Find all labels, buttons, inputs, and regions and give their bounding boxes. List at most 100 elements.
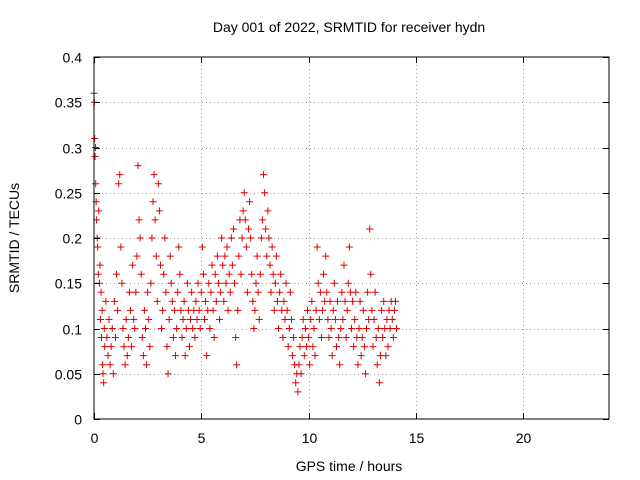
data-point [268, 243, 276, 251]
data-point [307, 315, 315, 323]
data-point [114, 306, 122, 314]
x-tick-labels: 0 5 10 15 20 [91, 430, 532, 446]
data-point [378, 306, 386, 314]
data-point [140, 306, 148, 314]
data-point [161, 234, 169, 242]
data-point [203, 352, 211, 360]
data-point [316, 288, 324, 296]
data-point [209, 306, 217, 314]
data-point [217, 288, 225, 296]
data-point [334, 297, 342, 305]
data-point [229, 225, 237, 233]
data-point [163, 343, 171, 351]
data-point [172, 352, 180, 360]
data-point [243, 288, 251, 296]
data-point [98, 306, 106, 314]
data-point [342, 334, 350, 342]
data-point [388, 315, 396, 323]
y-tick-label: 0.25 [55, 186, 82, 202]
data-point [270, 306, 278, 314]
data-point [148, 234, 156, 242]
grid-lines [94, 57, 609, 419]
data-point [294, 388, 302, 396]
data-point [304, 306, 312, 314]
data-point [121, 361, 129, 369]
data-point [369, 343, 377, 351]
data-point [117, 243, 125, 251]
data-point [152, 252, 160, 260]
data-point [360, 343, 368, 351]
data-point [107, 343, 115, 351]
data-point [237, 270, 245, 278]
data-point [283, 306, 291, 314]
y-tick-label: 0.2 [63, 231, 83, 247]
data-point [306, 361, 314, 369]
data-point [323, 288, 331, 296]
data-point [296, 343, 304, 351]
data-point [218, 234, 226, 242]
data-point [123, 352, 131, 360]
data-point [320, 270, 328, 278]
data-point [162, 288, 170, 296]
data-point [358, 334, 366, 342]
data-point [208, 261, 216, 269]
data-point [241, 216, 249, 224]
data-point [235, 252, 243, 260]
data-point [326, 297, 334, 305]
data-point [391, 297, 399, 305]
data-point [298, 334, 306, 342]
data-point [133, 252, 141, 260]
data-point [199, 270, 207, 278]
data-point [254, 288, 262, 296]
data-point [210, 334, 218, 342]
data-point [122, 315, 130, 323]
data-point [153, 297, 161, 305]
data-point [213, 252, 221, 260]
data-point [145, 315, 153, 323]
data-point [197, 288, 205, 296]
data-point [92, 144, 100, 151]
data-point [175, 243, 183, 251]
data-point [95, 207, 103, 215]
data-point [250, 325, 258, 332]
data-point [341, 297, 349, 305]
data-point [180, 297, 188, 305]
data-point [168, 297, 176, 305]
data-point [167, 279, 175, 287]
data-point [382, 352, 390, 360]
data-point [332, 343, 340, 351]
data-point [265, 234, 273, 242]
data-point [240, 189, 248, 197]
data-point [239, 207, 247, 215]
data-point [273, 297, 281, 305]
data-point [129, 261, 137, 269]
data-points [90, 89, 401, 396]
data-point [100, 379, 108, 387]
data-point [324, 315, 332, 323]
data-point [92, 180, 100, 188]
plot-frame [93, 56, 610, 420]
data-point [116, 171, 124, 179]
data-point [166, 252, 174, 260]
data-point [357, 352, 365, 360]
data-point [131, 325, 139, 332]
data-point [258, 216, 266, 224]
y-tick-label: 0.05 [55, 367, 82, 383]
data-point [272, 252, 280, 260]
data-point [125, 288, 133, 296]
data-point [143, 361, 151, 369]
data-point [102, 297, 110, 305]
data-point [245, 225, 252, 233]
data-point [128, 343, 136, 351]
data-point [335, 334, 343, 342]
data-point [207, 288, 215, 296]
axis-ticks [94, 57, 609, 420]
data-point [169, 334, 177, 342]
data-point [302, 343, 310, 351]
data-point [220, 297, 228, 305]
data-point [260, 171, 268, 179]
data-point [371, 288, 379, 296]
data-point [330, 279, 338, 287]
data-point [367, 270, 375, 278]
x-tick-label: 10 [302, 430, 318, 446]
